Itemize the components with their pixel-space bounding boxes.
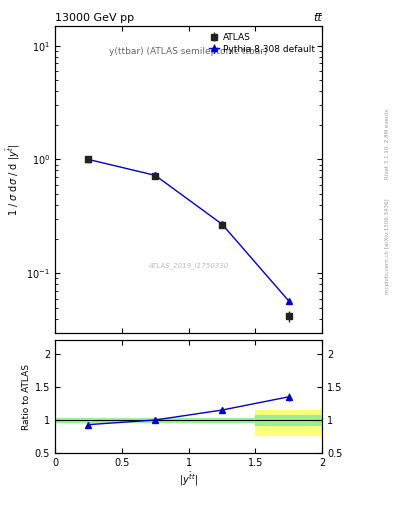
Text: Rivet 3.1.10, 2.8M events: Rivet 3.1.10, 2.8M events <box>385 108 389 179</box>
Bar <box>255 410 322 435</box>
Y-axis label: 1 / $\sigma$ d$\sigma$ / d |$y^{\bar{t}}$|: 1 / $\sigma$ d$\sigma$ / d |$y^{\bar{t}}… <box>5 143 22 216</box>
Text: 13000 GeV pp: 13000 GeV pp <box>55 13 134 23</box>
Legend: ATLAS, Pythia 8.308 default: ATLAS, Pythia 8.308 default <box>206 30 318 56</box>
Bar <box>255 415 322 424</box>
Text: ATLAS_2019_I1750330: ATLAS_2019_I1750330 <box>149 262 229 269</box>
Bar <box>55 418 322 422</box>
Text: y(ttbar) (ATLAS semileptonic ttbar): y(ttbar) (ATLAS semileptonic ttbar) <box>109 47 268 56</box>
Y-axis label: Ratio to ATLAS: Ratio to ATLAS <box>22 364 31 430</box>
Text: tt̅: tt̅ <box>314 13 322 23</box>
X-axis label: $|y^{\bar{t}t}|$: $|y^{\bar{t}t}|$ <box>179 471 198 488</box>
Text: mcplots.cern.ch [arXiv:1306.3436]: mcplots.cern.ch [arXiv:1306.3436] <box>385 198 389 293</box>
